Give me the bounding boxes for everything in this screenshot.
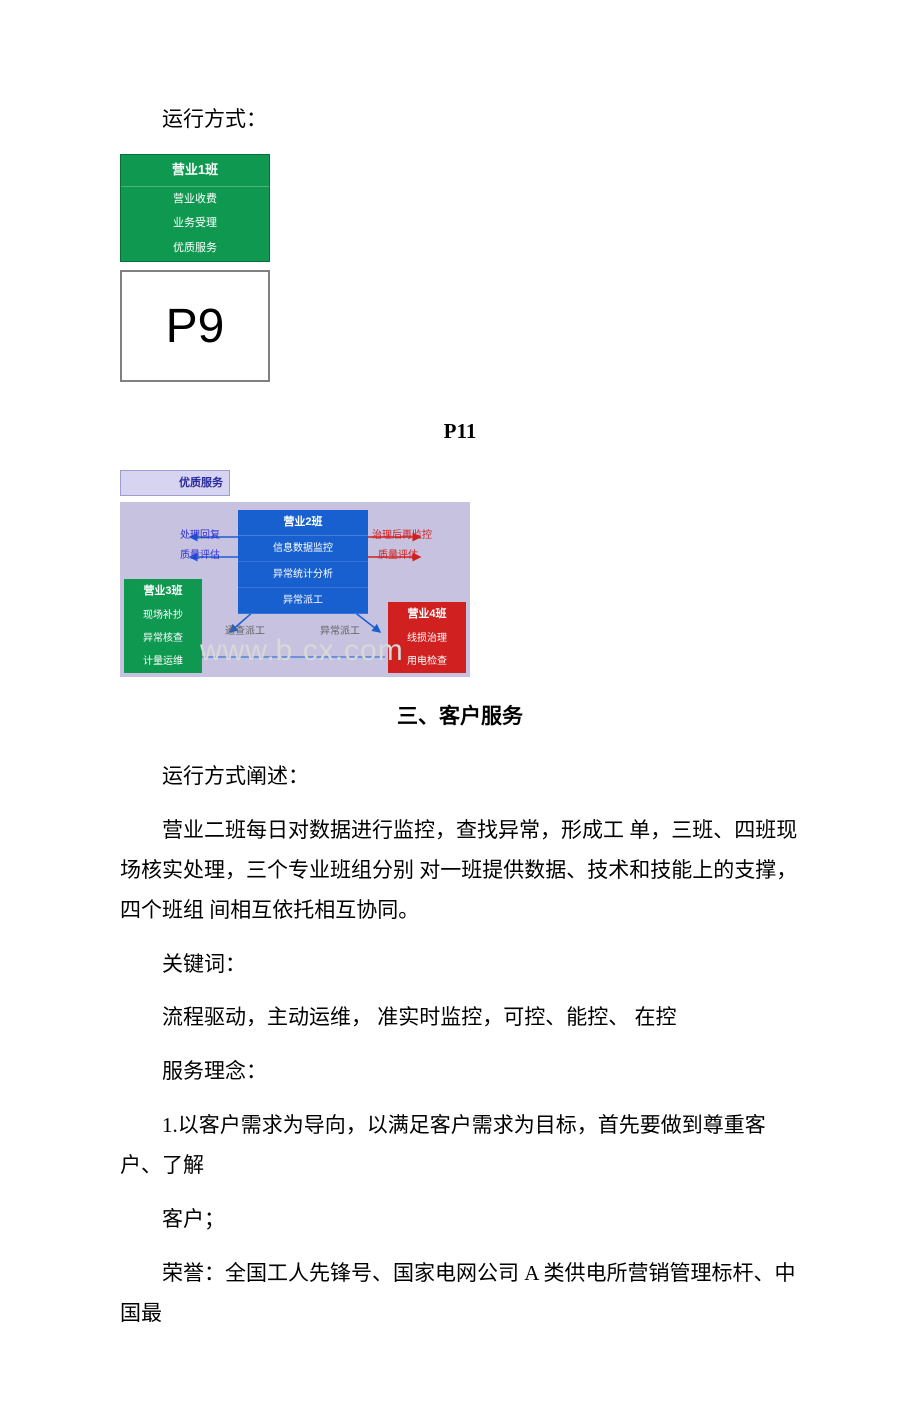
p9-box: P9	[120, 270, 270, 382]
d2-green-header: 营业3班	[124, 579, 202, 604]
d2-mid-right-label: 异常派工	[320, 622, 360, 641]
service-item-1: 1.以客户需求为导向，以满足客户需求为目标，首先要做到尊重客户、了解	[120, 1106, 800, 1186]
run-desc-label: 运行方式阐述：	[120, 757, 800, 797]
honor-line: 荣誉：全国工人先锋号、国家电网公司 A 类供电所营销管理标杆、中国最	[120, 1254, 800, 1334]
d2-blue-row: 异常派工	[238, 588, 368, 614]
d2-blue-row: 信息数据监控	[238, 536, 368, 562]
p11-label: P11	[120, 412, 800, 452]
run-desc-text: 营业二班每日对数据进行监控，查找异常，形成工 单，三班、四班现场核实处理，三个专…	[120, 811, 800, 931]
run-mode-label: 运行方式：	[120, 100, 800, 140]
d2-blue-box: 营业2班 信息数据监控 异常统计分析 异常派工	[238, 510, 368, 614]
diagram2: 营业2班 信息数据监控 异常统计分析 异常派工 处理回复 质量评估 治理后再监控…	[120, 502, 470, 677]
purple-bar: 优质服务	[120, 470, 230, 496]
keyword-text: 流程驱动，主动运维， 准实时监控，可控、能控、 在控	[120, 998, 800, 1038]
d2-green-box: 营业3班 现场补抄 异常核查 计量运维	[124, 579, 202, 673]
keyword-label: 关键词：	[120, 945, 800, 985]
d2-green-row: 现场补抄	[124, 604, 202, 627]
customer-line: 客户；	[120, 1200, 800, 1240]
service-label: 服务理念：	[120, 1052, 800, 1092]
greenbox-team1: 营业1班 营业收费 业务受理 优质服务	[120, 154, 270, 262]
d2-green-row: 异常核查	[124, 627, 202, 650]
greenbox-header: 营业1班	[121, 155, 269, 187]
section3-title: 三、客户服务	[120, 697, 800, 737]
greenbox-row: 业务受理	[121, 211, 269, 236]
d2-right-label-bot: 质量评估	[378, 550, 418, 562]
purple-bar-label: 优质服务	[179, 473, 223, 494]
d2-green-row: 计量运维	[124, 650, 202, 673]
d2-mid-left-label: 通查派工	[225, 622, 265, 641]
d2-red-row: 线损治理	[388, 627, 466, 650]
d2-red-box: 营业4班 线损治理 用电检查	[388, 602, 466, 673]
d2-blue-row: 异常统计分析	[238, 562, 368, 588]
d2-blue-header: 营业2班	[238, 510, 368, 536]
d2-red-header: 营业4班	[388, 602, 466, 627]
d2-right-label-top: 治理后再监控	[372, 530, 432, 542]
d2-red-row: 用电检查	[388, 650, 466, 673]
d2-left-label-top: 处理回复	[180, 530, 220, 542]
greenbox-row: 营业收费	[121, 187, 269, 212]
d2-left-label-bot: 质量评估	[180, 550, 220, 562]
diagram2-container: 优质服务 营业2班 信息数据监控 异常统计分析 异常派工	[120, 470, 800, 677]
greenbox-row: 优质服务	[121, 236, 269, 261]
